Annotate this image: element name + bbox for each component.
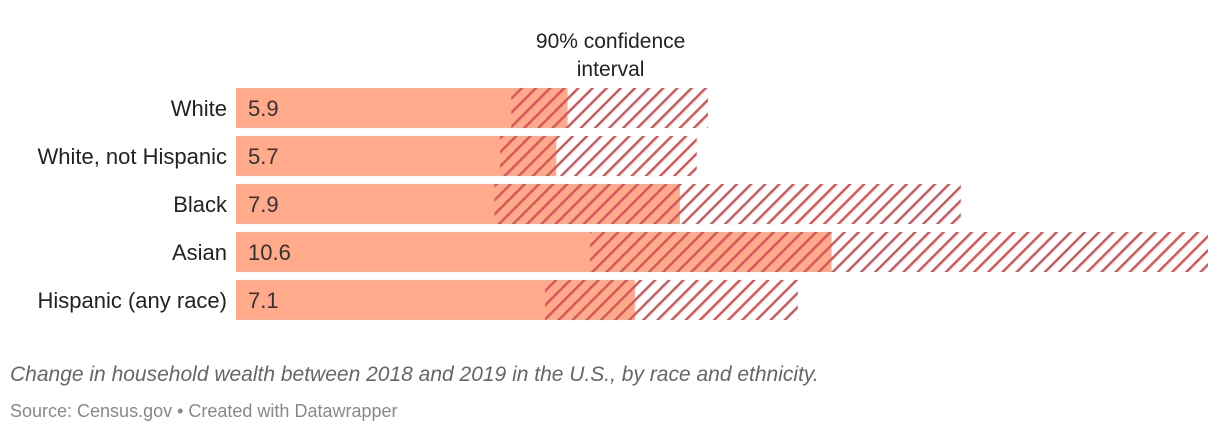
confidence-interval [589, 232, 1208, 272]
value-label: 7.1 [248, 288, 279, 313]
bar-row: White, not Hispanic 5.7 [37, 136, 697, 176]
ci-annotation: 90% confidence interval [536, 30, 685, 81]
chart-rows: White 5.9 White, not Hispanic 5.7 Black 7.9 As… [37, 88, 1208, 320]
category-label: White, not Hispanic [37, 144, 227, 169]
category-label: White [171, 96, 227, 121]
chart: 90% confidence interval White 5.9 White, no… [37, 30, 1208, 320]
confidence-interval [500, 136, 697, 176]
value-label: 5.9 [248, 96, 279, 121]
value-label: 5.7 [248, 144, 279, 169]
value-label: 10.6 [248, 240, 291, 265]
category-label: Asian [172, 240, 227, 265]
confidence-interval [494, 184, 961, 224]
bar-row: Hispanic (any race) 7.1 [37, 280, 798, 320]
bar-row: White 5.9 [171, 88, 708, 128]
category-label: Black [173, 192, 228, 217]
ci-annotation-line: interval [577, 58, 645, 81]
value-label: 7.9 [248, 192, 279, 217]
chart-caption: Change in household wealth between 2018 … [10, 363, 819, 386]
bar-row: Asian 10.6 [172, 232, 1208, 272]
confidence-interval [545, 280, 798, 320]
bar-row: Black 7.9 [173, 184, 961, 224]
ci-annotation-line: 90% confidence [536, 30, 685, 53]
confidence-interval [511, 88, 708, 128]
category-label: Hispanic (any race) [37, 288, 227, 313]
chart-source: Source: Census.gov • Created with Datawr… [10, 401, 398, 421]
